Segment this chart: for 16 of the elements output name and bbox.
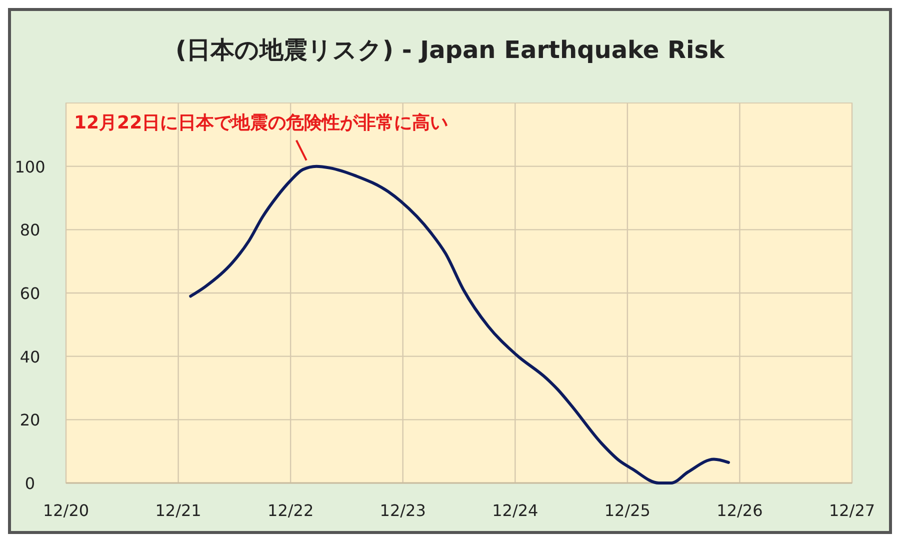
y-tick-label: 40 — [20, 347, 40, 366]
x-tick-label: 12/22 — [268, 501, 314, 520]
x-tick-label: 12/21 — [155, 501, 202, 520]
x-tick-label: 12/20 — [42, 501, 90, 520]
y-tick-label: 60 — [20, 284, 40, 303]
x-tick-label: 12/26 — [716, 501, 763, 520]
chart-title: (日本の地震リスク) - Japan Earthquake Risk — [176, 36, 726, 64]
x-tick-label: 12/25 — [604, 501, 650, 520]
x-tick-label: 12/24 — [492, 501, 538, 520]
y-tick-label: 20 — [20, 410, 40, 430]
y-tick-label: 80 — [20, 220, 40, 240]
x-tick-label: 12/23 — [380, 501, 426, 520]
y-tick-label: 100 — [14, 157, 46, 176]
x-tick-label: 12/27 — [828, 501, 876, 520]
y-tick-label: 0 — [24, 474, 36, 493]
annotation: 12月22日に日本で地震の危険性が非常に高い — [74, 112, 448, 134]
